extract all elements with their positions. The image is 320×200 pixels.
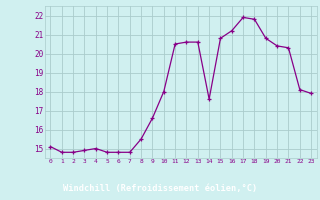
Text: Windchill (Refroidissement éolien,°C): Windchill (Refroidissement éolien,°C) [63,184,257,193]
